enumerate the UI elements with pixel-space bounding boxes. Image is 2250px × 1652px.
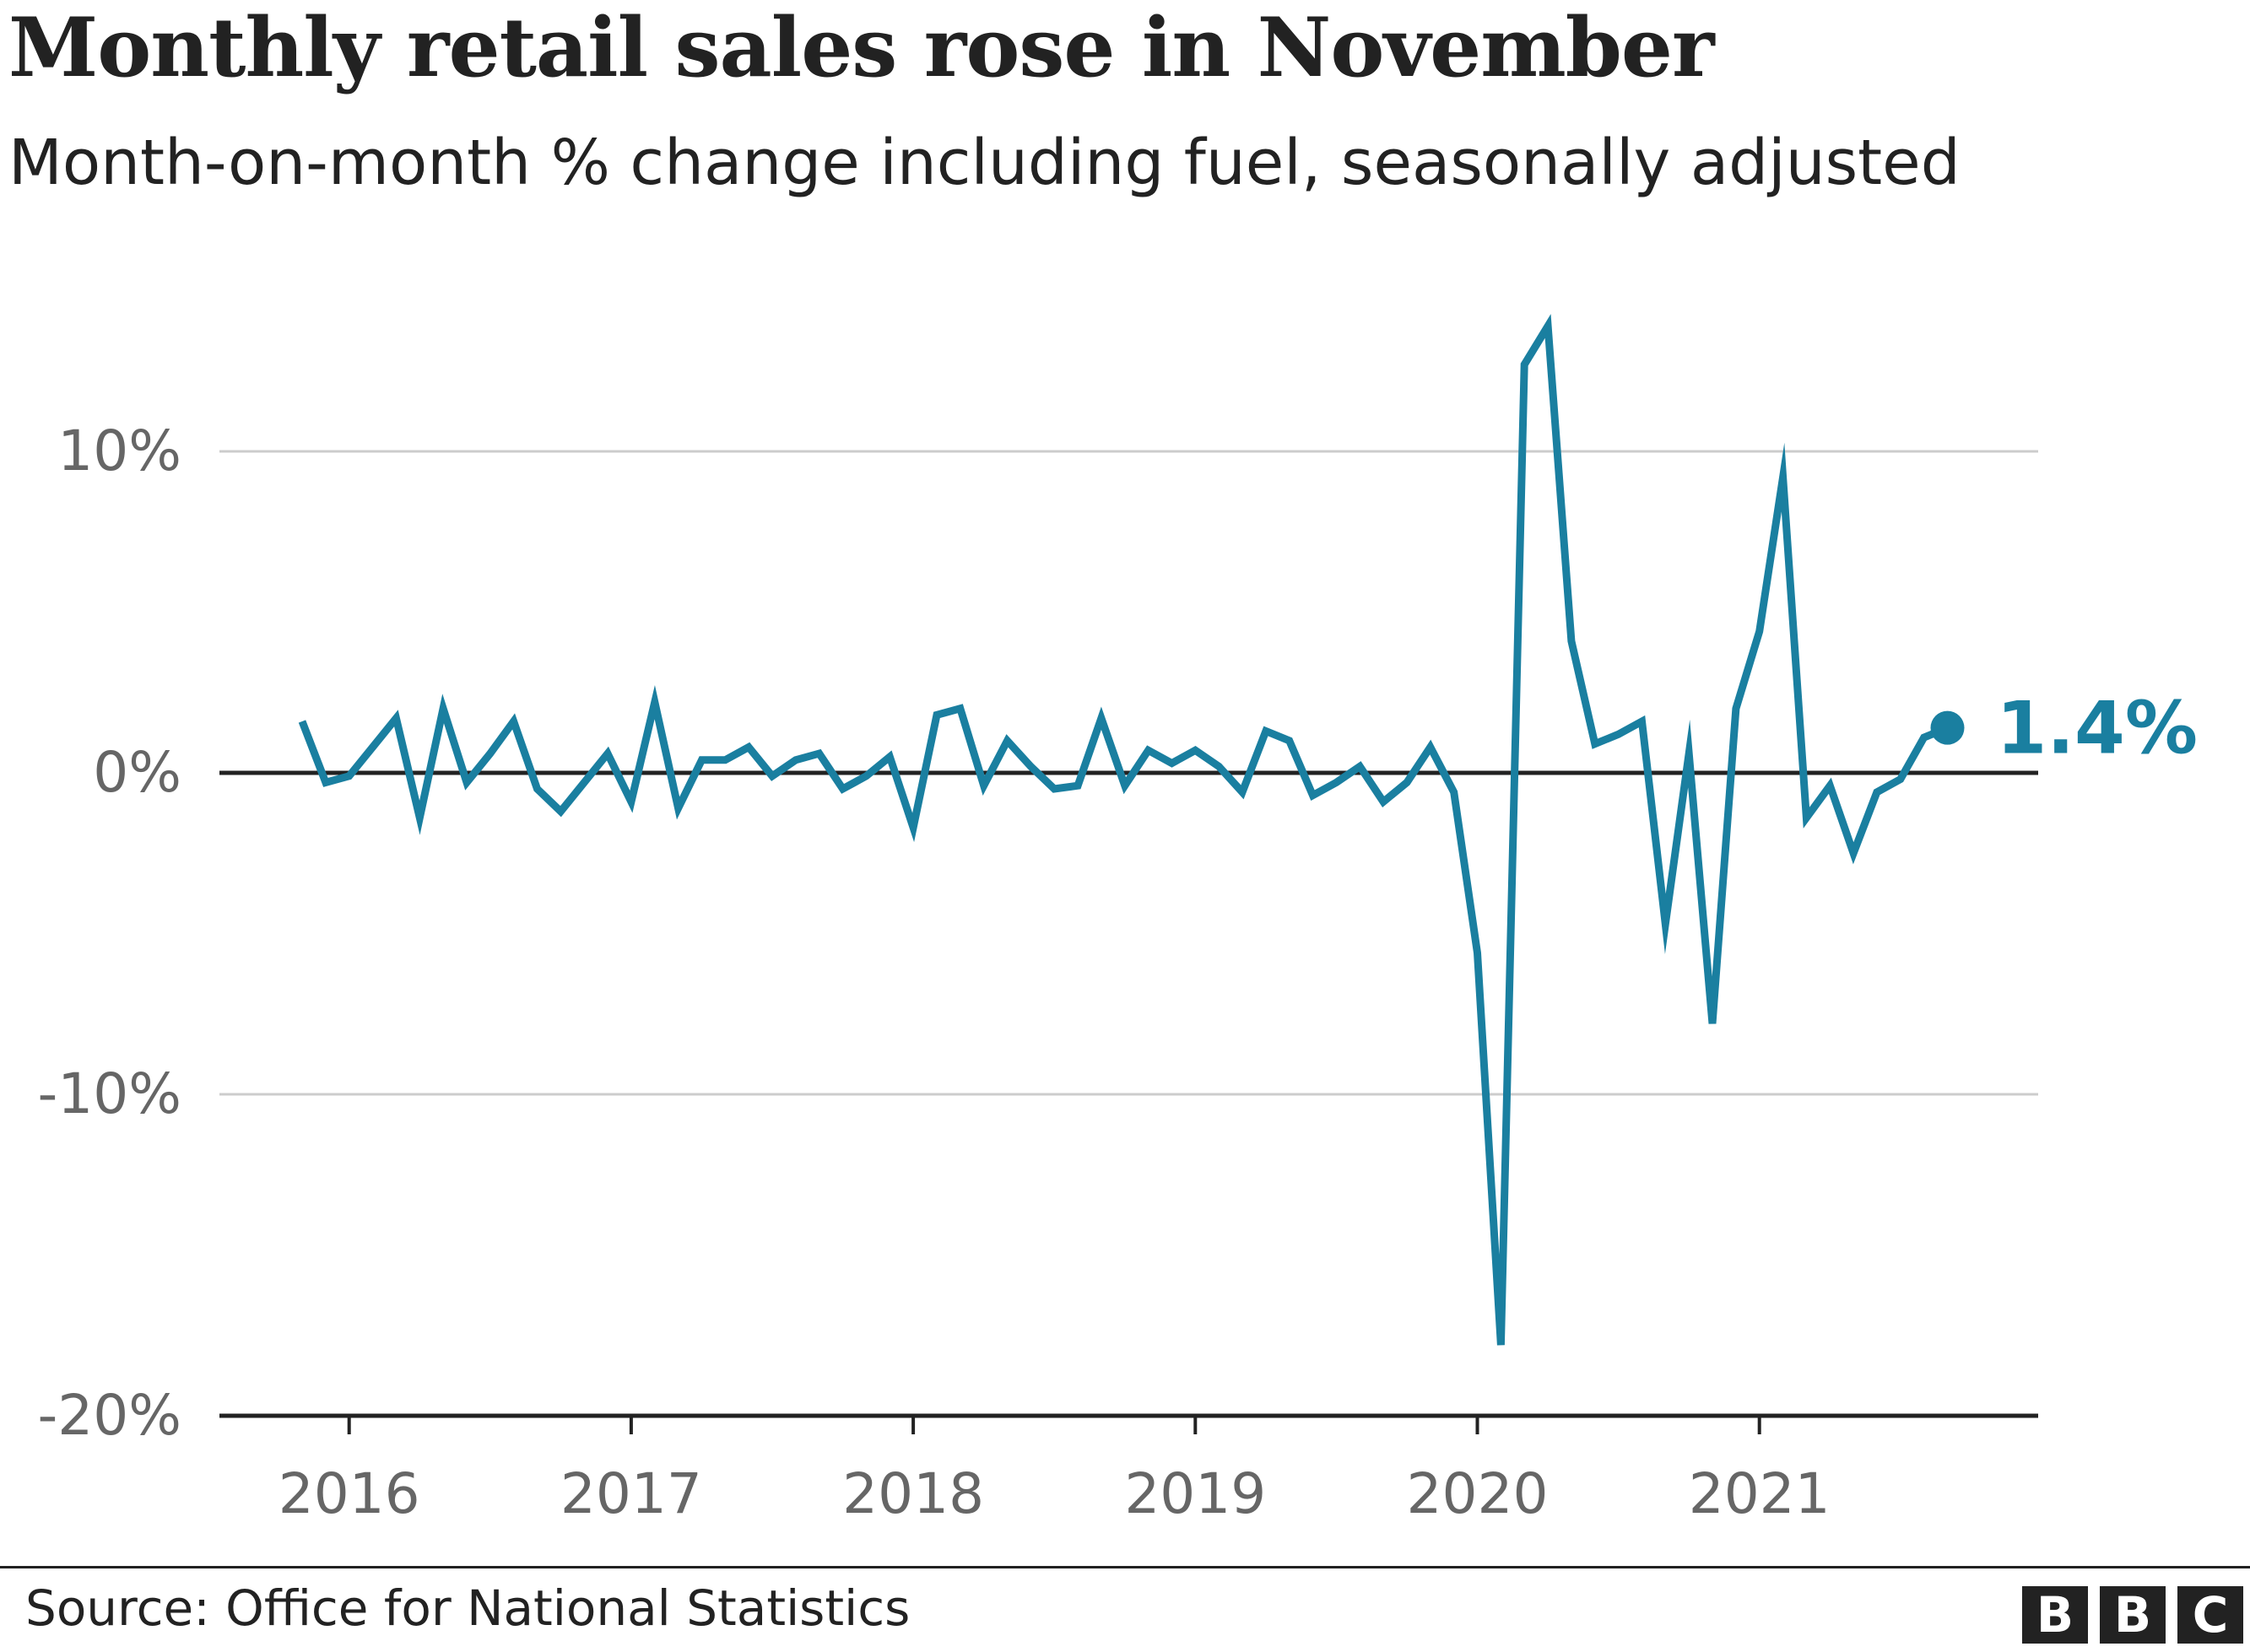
x-tick-label: 2016 bbox=[279, 1461, 420, 1526]
bbc-logo-letter: B bbox=[2022, 1586, 2088, 1644]
end-value-label: 1.4% bbox=[1997, 687, 2199, 771]
bbc-logo: B B C bbox=[2022, 1586, 2243, 1644]
x-tick-label: 2018 bbox=[842, 1461, 984, 1526]
y-tick-label: 0% bbox=[93, 740, 181, 805]
bbc-logo-letter: B bbox=[2100, 1586, 2166, 1644]
y-tick-label: -20% bbox=[37, 1383, 181, 1448]
line-chart: 10% 0% -10% -20% 2016 2017 2018 2019 2020 2021 1… bbox=[37, 314, 2199, 1526]
x-tick-label: 2019 bbox=[1124, 1461, 1266, 1526]
chart-subtitle: Month-on-month % change including fuel, … bbox=[8, 127, 1961, 199]
end-point-marker bbox=[1930, 710, 1965, 745]
annotations: 1.4% bbox=[1930, 687, 2199, 771]
x-tick-label: 2020 bbox=[1407, 1461, 1549, 1526]
x-tick-label: 2017 bbox=[560, 1461, 702, 1526]
series-line bbox=[298, 314, 1950, 1346]
series-layer bbox=[298, 314, 1950, 1346]
footer-divider bbox=[0, 1566, 2250, 1568]
bbc-logo-letter: C bbox=[2177, 1586, 2243, 1644]
source-note: Source: Office for National Statistics bbox=[25, 1579, 911, 1637]
y-tick-label: -10% bbox=[37, 1061, 181, 1126]
y-axis-ticks: 10% 0% -10% -20% bbox=[37, 418, 181, 1448]
y-tick-label: 10% bbox=[57, 418, 181, 483]
x-tick-label: 2021 bbox=[1689, 1461, 1831, 1526]
chart-title: Monthly retail sales rose in November bbox=[8, 0, 1715, 95]
x-axis: 2016 2017 2018 2019 2020 2021 bbox=[219, 1413, 2038, 1526]
